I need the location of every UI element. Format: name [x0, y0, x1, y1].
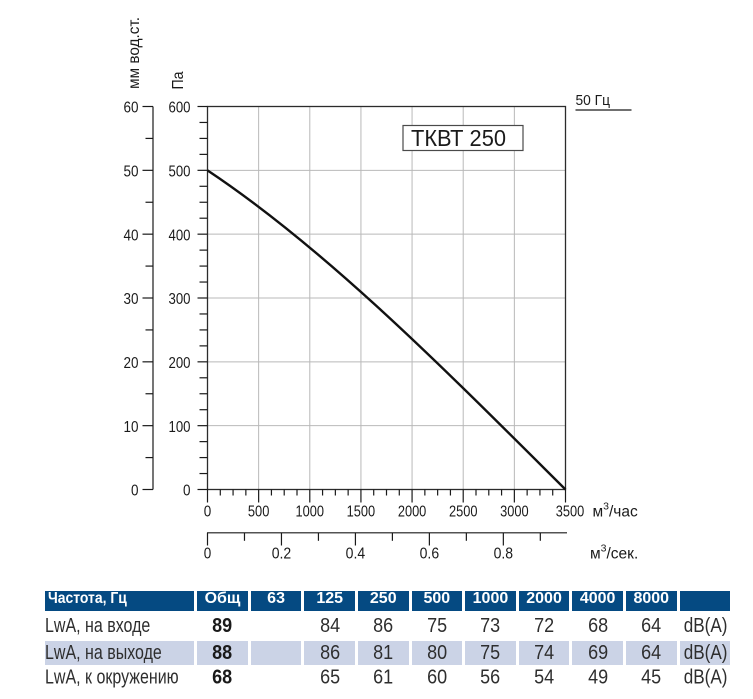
- svg-text:0.2: 0.2: [272, 545, 292, 562]
- svg-text:500: 500: [169, 164, 191, 181]
- svg-text:200: 200: [169, 355, 191, 372]
- svg-text:м3/час: м3/час: [593, 501, 639, 521]
- svg-text:ТКВТ 250: ТКВТ 250: [411, 125, 506, 151]
- svg-text:мм вод.ст.: мм вод.ст.: [126, 17, 143, 89]
- svg-text:10: 10: [124, 419, 139, 436]
- svg-text:0.8: 0.8: [494, 545, 514, 562]
- svg-text:3000: 3000: [500, 504, 529, 521]
- svg-text:0: 0: [183, 483, 191, 500]
- svg-text:1500: 1500: [347, 504, 376, 521]
- svg-text:400: 400: [169, 227, 191, 244]
- svg-text:300: 300: [169, 291, 191, 308]
- svg-text:1000: 1000: [296, 504, 325, 521]
- svg-text:0.4: 0.4: [346, 545, 366, 562]
- svg-text:3500: 3500: [556, 504, 585, 521]
- svg-text:50: 50: [124, 164, 139, 181]
- svg-text:м3/сек.: м3/сек.: [590, 542, 638, 562]
- svg-text:60: 60: [124, 100, 139, 117]
- svg-text:50 Гц: 50 Гц: [576, 93, 611, 109]
- svg-text:500: 500: [248, 504, 270, 521]
- svg-text:600: 600: [169, 100, 191, 117]
- svg-text:2000: 2000: [398, 504, 427, 521]
- svg-text:20: 20: [124, 355, 139, 372]
- svg-text:2500: 2500: [449, 504, 478, 521]
- svg-text:30: 30: [124, 291, 139, 308]
- svg-text:0.6: 0.6: [420, 545, 440, 562]
- svg-text:0: 0: [204, 504, 212, 521]
- svg-text:100: 100: [169, 419, 191, 436]
- svg-text:0: 0: [204, 545, 212, 562]
- svg-text:0: 0: [131, 483, 139, 500]
- svg-text:Па: Па: [170, 71, 187, 89]
- svg-text:40: 40: [124, 227, 139, 244]
